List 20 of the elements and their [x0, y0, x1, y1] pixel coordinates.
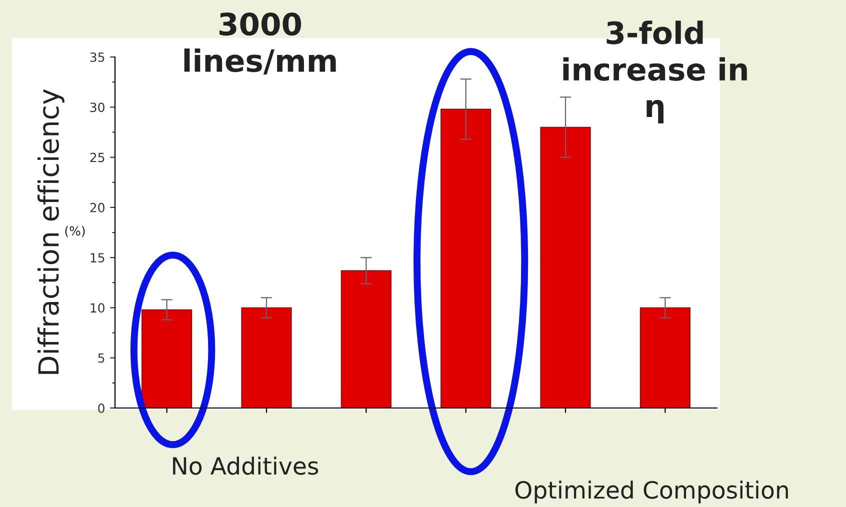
bar	[440, 108, 492, 408]
bar	[142, 309, 192, 408]
y-tick-label: 20	[90, 202, 104, 212]
bar	[640, 307, 690, 408]
annotation: 3-fold increase in η	[563, 20, 747, 124]
bar	[540, 126, 591, 408]
text: (%)	[65, 226, 85, 238]
annotation: 3000 lines/mm	[184, 12, 336, 75]
y-tick-label: 35	[90, 52, 104, 62]
y-axis-title: Diffraction efficiency	[37, 89, 64, 374]
y-tick-label: 30	[90, 102, 104, 112]
bar	[340, 270, 392, 408]
y-tick-label: 25	[90, 152, 104, 162]
y-tick-label: 0	[98, 403, 104, 413]
text: Optimized Composition	[515, 480, 788, 504]
y-tick-label: 10	[90, 303, 104, 313]
y-tick-label: 5	[98, 353, 104, 363]
y-tick-label: 15	[90, 253, 104, 262]
bar	[241, 307, 292, 408]
text: No Additives	[173, 456, 318, 475]
